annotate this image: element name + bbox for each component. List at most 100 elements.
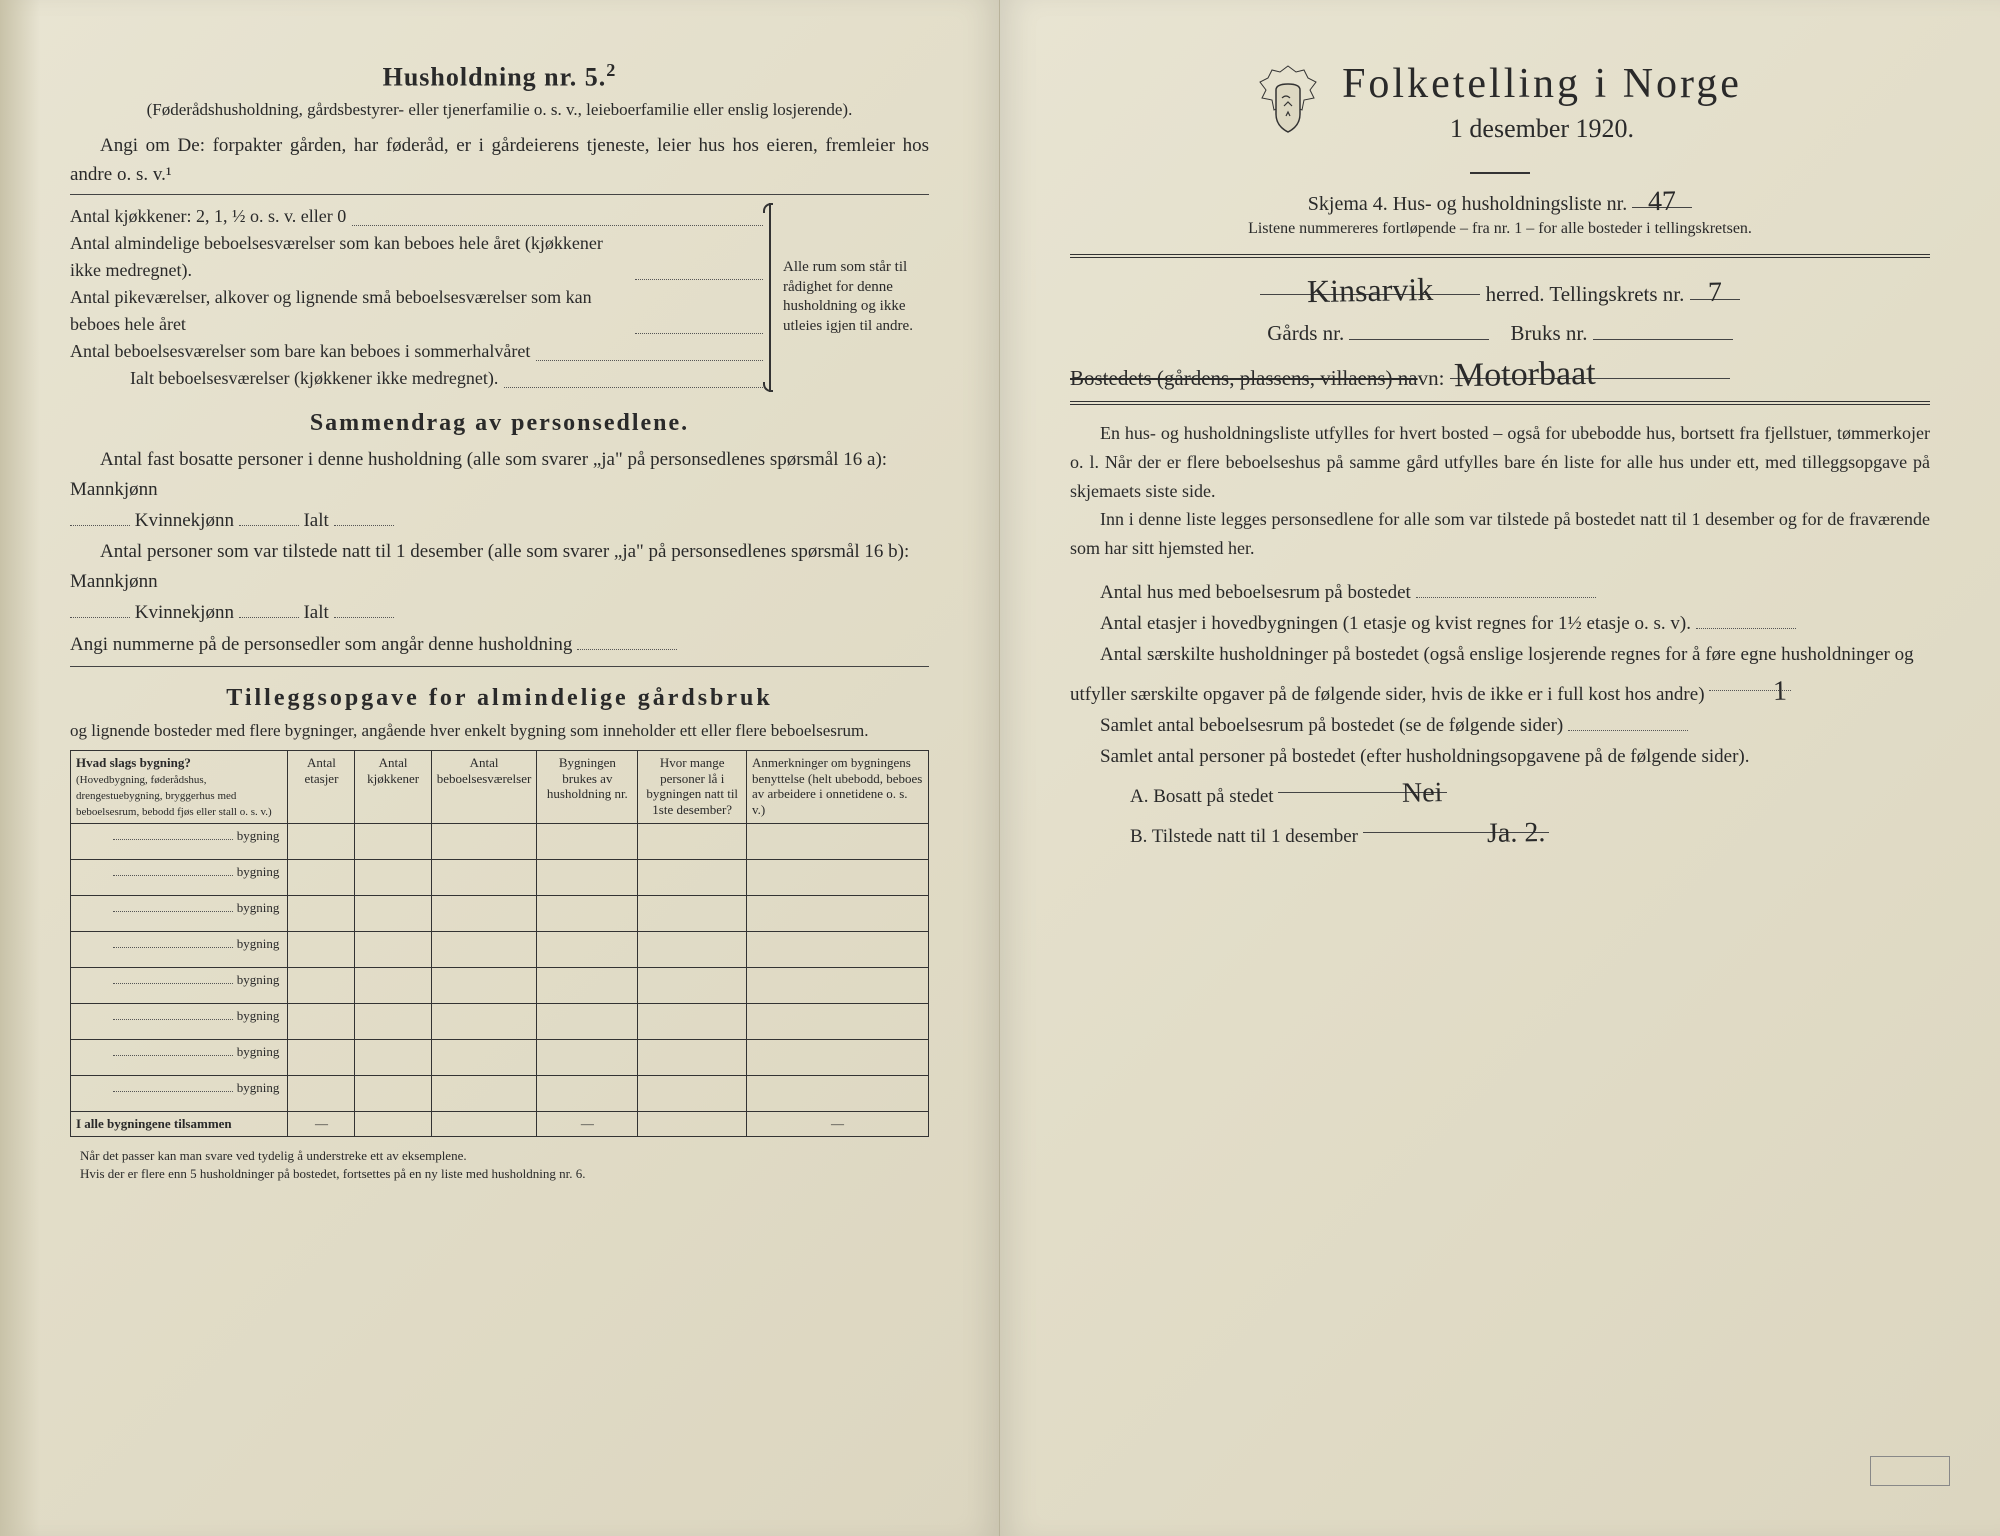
bosted-label-strike: Bostedets (gårdens, plassens, villaens) … <box>1070 366 1418 390</box>
qB-label: B. Tilstede natt til 1 desember <box>1130 826 1358 847</box>
room2-label: Antal pikeværelser, alkover og lignende … <box>70 284 629 338</box>
q1-label: Antal hus med beboelsesrum på bostedet <box>1100 582 1411 603</box>
q5-row: Samlet antal personer på bostedet (efter… <box>1070 742 1930 772</box>
samm1b: Kvinnekjønn <box>135 510 234 531</box>
q2-row: Antal etasjer i hovedbygningen (1 etasje… <box>1070 608 1930 639</box>
table-row: bygning <box>71 968 929 1004</box>
right-page: Folketelling i Norge 1 desember 1920. Sk… <box>1000 0 2000 1536</box>
room3-label: Antal beboelsesværelser som bare kan beb… <box>70 338 530 365</box>
th1: Hvad slags bygning? (Hovedbygning, føder… <box>71 751 288 824</box>
bygning-word: bygning <box>237 864 280 879</box>
samm1c: Ialt <box>303 510 328 531</box>
sammendrag-title: Sammendrag av personsedlene. <box>70 410 929 437</box>
blank <box>334 597 394 618</box>
blank <box>70 505 130 526</box>
bygning-cell: bygning <box>71 1040 288 1076</box>
bosted-row: Bostedets (gårdens, plassens, villaens) … <box>1070 356 1930 391</box>
bygning-word: bygning <box>237 900 280 915</box>
qA-row: A. Bosatt på stedet Nei <box>1070 772 1930 812</box>
th5: Bygningen brukes av husholdning nr. <box>537 751 638 824</box>
kitchen-label: Antal kjøkkener: 2, 1, ½ o. s. v. eller … <box>70 203 346 230</box>
bygning-word: bygning <box>237 1080 280 1095</box>
th6: Hvor mange personer lå i bygningen natt … <box>638 751 747 824</box>
qA-hand: Nei <box>1338 771 1447 818</box>
samm2a: Antal personer som var tilstede natt til… <box>70 537 929 598</box>
room1-row: Antal almindelige beboelsesværelser som … <box>70 230 769 284</box>
left-heading: Husholdning nr. 5.2 <box>70 60 929 93</box>
table-header-row: Hvad slags bygning? (Hovedbygning, føder… <box>71 751 929 824</box>
foot2: Hvis der er flere enn 5 husholdninger på… <box>80 1165 919 1183</box>
room-total-label: Ialt beboelsesværelser (kjøkkener ikke m… <box>130 365 498 392</box>
bygning-cell: bygning <box>71 1076 288 1112</box>
table-row: bygning <box>71 1004 929 1040</box>
table-row: bygning <box>71 824 929 860</box>
bygning-word: bygning <box>237 1008 280 1023</box>
q3-hand: 1 <box>1739 670 1792 716</box>
sum-cell: — <box>288 1112 355 1137</box>
bygning-cell: bygning <box>71 968 288 1004</box>
brace-note-text: Alle rum som står til rådighet for denne… <box>783 258 929 336</box>
rooms-block: Antal kjøkkener: 2, 1, ½ o. s. v. eller … <box>70 203 929 392</box>
bruks-blank <box>1593 317 1733 340</box>
bygning-word: bygning <box>237 828 280 843</box>
krets-hand: 7 <box>1703 277 1726 309</box>
gards-row: Gårds nr. Bruks nr. <box>1070 317 1930 346</box>
bosted-hand: Motorbaat <box>1449 355 1599 396</box>
bygning-cell: bygning <box>71 896 288 932</box>
herred-row: Kinsarvik herred. Tellingskrets nr. 7 <box>1070 272 1930 307</box>
room2-row: Antal pikeværelser, alkover og lignende … <box>70 284 769 338</box>
table-sum-row: I alle bygningene tilsammen — — — <box>71 1112 929 1137</box>
q4-row: Samlet antal beboelsesrum på bostedet (s… <box>1070 710 1930 741</box>
coat-of-arms-icon <box>1258 64 1318 149</box>
table-row: bygning <box>71 1040 929 1076</box>
bygning-cell: bygning <box>71 860 288 896</box>
bygning-word: bygning <box>237 972 280 987</box>
bosted-blank: Motorbaat <box>1450 356 1730 379</box>
blank <box>239 597 299 618</box>
room-total-row: Ialt beboelsesværelser (kjøkkener ikke m… <box>70 365 769 392</box>
rooms-left: Antal kjøkkener: 2, 1, ½ o. s. v. eller … <box>70 203 769 392</box>
bruks-label: Bruks nr. <box>1510 321 1587 345</box>
bygning-cell: bygning <box>71 824 288 860</box>
double-rule <box>1070 401 1930 405</box>
dots <box>504 365 763 388</box>
blank <box>577 629 677 650</box>
q5-label: Samlet antal personer på bostedet (efter… <box>1100 746 1749 767</box>
schema-label: Skjema 4. Hus- og husholdningsliste nr. <box>1308 193 1627 215</box>
room3-row: Antal beboelsesværelser som bare kan beb… <box>70 338 769 365</box>
bygning-word: bygning <box>237 1044 280 1059</box>
heading-text: Husholdning nr. 5. <box>383 63 607 92</box>
qA-label: A. Bosatt på stedet <box>1130 786 1274 807</box>
samm1a: Antal fast bosatte personer i denne hush… <box>70 445 929 506</box>
tillegg-table: Hvad slags bygning? (Hovedbygning, føder… <box>70 750 929 1137</box>
samm2c: Ialt <box>303 602 328 623</box>
footnotes: Når det passer kan man svare ved tydelig… <box>70 1147 929 1183</box>
gards-label: Gårds nr. <box>1267 321 1344 345</box>
qA-blank: Nei <box>1278 772 1446 793</box>
herred-hand: Kinsarvik <box>1303 271 1438 310</box>
angi-om-block: Angi om De: forpakter gården, har føderå… <box>70 131 929 190</box>
instr2: Inn i denne liste legges personsedlene f… <box>1070 505 1930 563</box>
tillegg-title: Tilleggsopgave for almindelige gårdsbruk <box>70 685 929 712</box>
samm-line-1: Antal fast bosatte personer i denne hush… <box>70 445 929 537</box>
table-head: Hvad slags bygning? (Hovedbygning, føder… <box>71 751 929 824</box>
printer-stamp <box>1870 1456 1950 1486</box>
sum-cell: — <box>746 1112 928 1137</box>
sum-label: I alle bygningene tilsammen <box>71 1112 288 1137</box>
th7: Anmerkninger om bygningens benyttelse (h… <box>746 751 928 824</box>
census-date: 1 desember 1920. <box>1342 114 1742 144</box>
angi-num-line: Angi nummerne på de personsedler som ang… <box>70 629 929 660</box>
q1-row: Antal hus med beboelsesrum på bostedet <box>1070 577 1930 608</box>
q4-label: Samlet antal beboelsesrum på bostedet (s… <box>1100 715 1563 736</box>
table-row: bygning <box>71 1076 929 1112</box>
dots <box>635 230 763 280</box>
left-page: Husholdning nr. 5.2 (Føderådshusholdning… <box>0 0 1000 1536</box>
list-note: Listene nummereres fortløpende – fra nr.… <box>1070 220 1930 238</box>
room1-label: Antal almindelige beboelsesværelser som … <box>70 230 629 284</box>
bygning-cell: bygning <box>71 932 288 968</box>
blank <box>334 505 394 526</box>
th4: Antal beboelsesværelser <box>431 751 537 824</box>
document-spread: Husholdning nr. 5.2 (Føderådshusholdning… <box>0 0 2000 1536</box>
rule-line <box>70 194 929 195</box>
schema-line: Skjema 4. Hus- og husholdningsliste nr. … <box>1070 186 1930 216</box>
